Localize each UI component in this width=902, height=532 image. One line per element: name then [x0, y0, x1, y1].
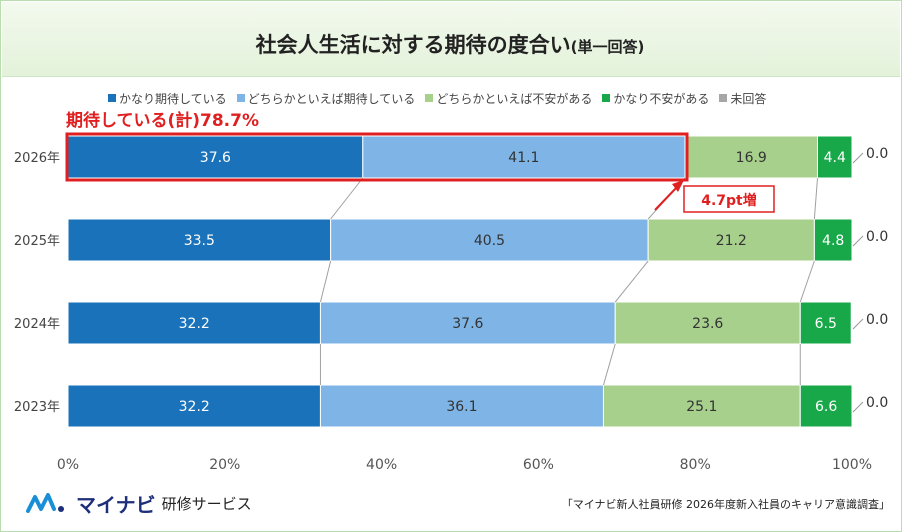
- legend-item-very-anxious: かなり不安がある: [602, 90, 709, 106]
- bar-value-label: 6.5: [815, 316, 837, 332]
- x-tick-label: 40%: [366, 457, 397, 473]
- brand-name: マイナビ: [76, 492, 156, 517]
- legend-swatch: [602, 94, 611, 102]
- bar-value-label: 37.6: [452, 316, 483, 332]
- bar-value-label: 33.5: [184, 233, 215, 249]
- connector-line: [813, 177, 819, 220]
- chart-title-main: 社会人生活に対する期待の度合い: [255, 33, 571, 57]
- brand-service: 研修サービス: [161, 494, 252, 513]
- bar-segment-somewhat-anxious: [647, 218, 815, 262]
- bar-value-label: 0.0: [866, 229, 888, 245]
- legend-swatch: [719, 94, 728, 102]
- bar-value-label: 25.1: [686, 399, 717, 415]
- legend-swatch: [236, 94, 245, 102]
- bar-segment-very-anxious: [799, 301, 852, 345]
- bar-value-label: 32.2: [179, 399, 210, 415]
- bar-value-label: 37.6: [200, 150, 231, 166]
- bar-value-label: 23.6: [692, 316, 723, 332]
- bar-value-label: 41.1: [508, 150, 539, 166]
- bar-value-label: 4.8: [822, 233, 844, 249]
- legend-label: 未回答: [730, 91, 767, 106]
- bar-segment-somewhat-expect: [319, 384, 604, 428]
- legend-item-somewhat-anxious: どちらかといえば不安がある: [425, 90, 592, 106]
- bar-value-label: 0.0: [866, 146, 888, 162]
- bar-value-label: 32.2: [179, 316, 210, 332]
- zero-leader-line: [852, 401, 864, 413]
- mynavi-logo-icon: [26, 493, 64, 513]
- increase-callout-box: [683, 185, 775, 213]
- x-tick-label: 20%: [209, 457, 240, 473]
- increase-label: 4.7pt増: [701, 192, 757, 209]
- bar-value-label: 21.2: [716, 233, 747, 249]
- connector-line: [614, 260, 649, 303]
- increase-arrow-head: [672, 180, 684, 192]
- x-tick-label: 60%: [523, 457, 554, 473]
- connector-line: [330, 177, 364, 220]
- zero-leader-line: [852, 152, 864, 164]
- bar-value-label: 0.0: [866, 312, 888, 328]
- bar-value-label: 16.9: [736, 150, 767, 166]
- category-label: 2026年: [14, 151, 60, 166]
- highlight-box: [65, 132, 689, 182]
- legend-item-somewhat-expect: どちらかといえば期待している: [236, 90, 416, 106]
- bar-value-label: 36.1: [446, 399, 477, 415]
- legend-label: かなり不安がある: [613, 91, 710, 106]
- legend-swatch: [425, 94, 434, 102]
- x-tick-label: 100%: [832, 457, 872, 473]
- bar-segment-very-expect: [67, 135, 364, 179]
- legend-swatch: [108, 94, 116, 102]
- bar-segment-somewhat-anxious: [602, 384, 801, 428]
- bar-segment-very-expect: [67, 301, 321, 345]
- bar-segment-somewhat-anxious: [614, 301, 801, 345]
- category-label: 2025年: [14, 234, 60, 249]
- bar-segment-somewhat-expect: [330, 218, 649, 262]
- zero-leader-line: [852, 235, 864, 247]
- bar-segment-very-anxious: [817, 135, 853, 179]
- x-tick-label: 0%: [57, 457, 79, 473]
- bar-segment-very-expect: [67, 384, 321, 428]
- bar-segment-very-anxious: [813, 218, 853, 262]
- legend-label: どちらかといえば期待している: [247, 91, 416, 106]
- legend-item-very-expect: かなり期待している: [108, 90, 227, 106]
- chart-legend: かなり期待している どちらかといえば期待している どちらかといえば不安がある かなり不…: [108, 90, 766, 106]
- x-tick-label: 80%: [680, 457, 711, 473]
- legend-label: かなり期待している: [119, 91, 227, 106]
- bar-segment-very-expect: [67, 218, 332, 262]
- bar-value-label: 4.4: [824, 150, 846, 166]
- connector-line: [319, 260, 332, 303]
- title-bar: [2, 2, 900, 77]
- brand-logo: マイナビ 研修サービス: [26, 488, 252, 518]
- bar-segment-somewhat-anxious: [684, 135, 819, 179]
- legend-label: どちらかといえば不安がある: [436, 91, 593, 106]
- bar-value-label: 6.6: [815, 399, 837, 415]
- category-label: 2023年: [14, 400, 60, 415]
- bar-value-label: 40.5: [474, 233, 505, 249]
- chart-title-sub: (単一回答): [570, 38, 645, 56]
- connector-line: [799, 260, 815, 303]
- increase-arrow-line: [654, 185, 679, 211]
- bar-value-label: 0.0: [866, 395, 888, 411]
- bar-segment-somewhat-expect: [362, 135, 686, 179]
- source-note: 「マイナビ新人社員研修 2026年度新入社員のキャリア意識調査」: [561, 498, 890, 511]
- total-expect-label: 期待している(計)78.7%: [66, 110, 259, 131]
- legend-item-no-answer: 未回答: [719, 90, 766, 106]
- zero-leader-line: [852, 318, 864, 330]
- connector-line: [602, 343, 616, 386]
- bar-segment-very-anxious: [799, 384, 853, 428]
- chart-title: 社会人生活に対する期待の度合い(単一回答): [1, 29, 899, 59]
- category-label: 2024年: [14, 317, 60, 332]
